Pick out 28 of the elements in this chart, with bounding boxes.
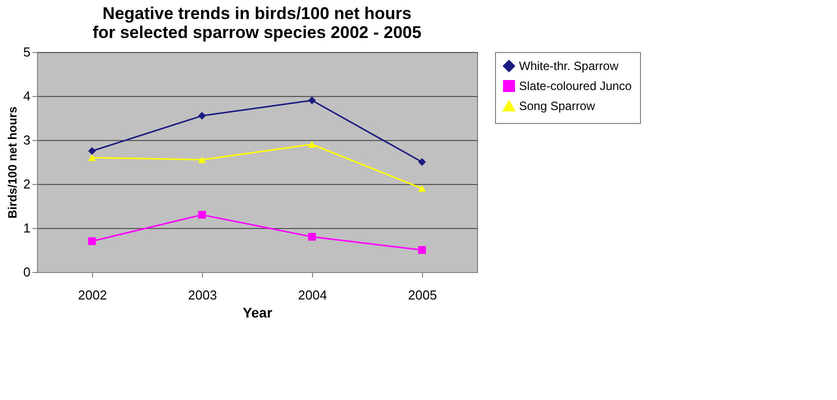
chart-title: Negative trends in birds/100 net hours for selected sparrow species 2002 - 2005 [92,4,422,42]
legend-label: White-thr. Sparrow [519,59,619,73]
point [198,210,206,219]
y-tick-label: 2 [23,176,30,192]
y-tick-label: 5 [23,44,30,60]
y-axis-title: Birds/100 net hours [5,106,20,219]
point [88,147,96,155]
point [198,156,206,164]
x-axis-title: Year [242,304,273,320]
y-tick-label: 4 [23,88,30,104]
legend-label: Song Sparrow [519,99,596,113]
x-tick-label: 2002 [78,288,107,302]
y-tick-label: 3 [23,132,30,148]
y-tick-label: 1 [23,220,30,236]
point [88,154,96,161]
point [88,237,96,246]
point [198,112,206,120]
point [418,246,426,254]
point [308,232,316,241]
x-tick-label: 2004 [298,288,327,302]
point [308,96,316,104]
legend-label: Slate-coloured Junco [519,79,632,93]
point [418,185,426,192]
x-tick-label: 2003 [188,288,217,302]
x-tick-label: 2005 [408,288,437,302]
point [308,141,316,148]
point [418,158,426,166]
y-tick-label: 0 [23,264,30,280]
